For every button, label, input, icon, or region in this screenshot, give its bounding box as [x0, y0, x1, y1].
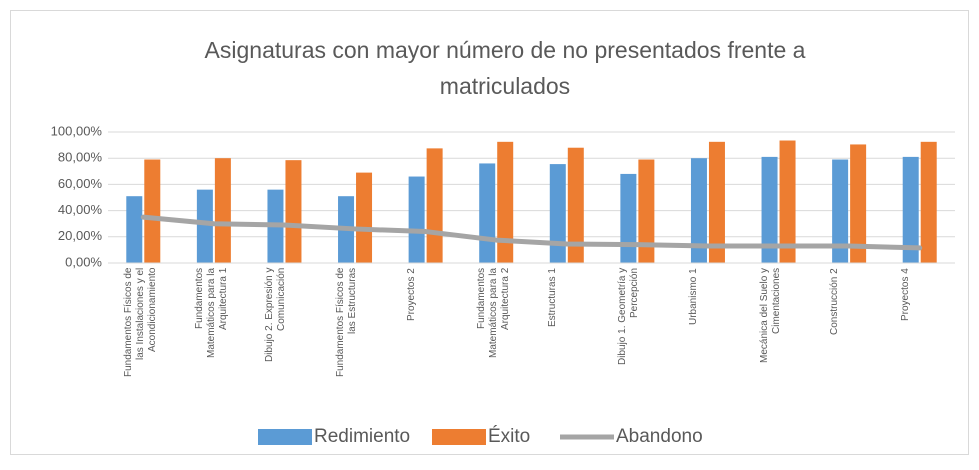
line-series [140, 214, 923, 251]
bar [196, 189, 213, 263]
bar [479, 163, 496, 263]
chart-title: Asignaturas con mayor número de no prese… [204, 37, 806, 99]
x-tick-label: Proyectos 4 [899, 268, 911, 321]
bar [126, 196, 143, 263]
x-tick-label: Fundamentos Físicos de las Instalaciones… [123, 268, 159, 378]
bar [761, 156, 778, 263]
y-tick-label: 40,00% [58, 202, 103, 217]
bar [902, 156, 919, 263]
x-tick-label: Fundamentos Matemáticos para la Arquitec… [193, 268, 229, 359]
x-tick-label: Urbanismo 1 [687, 268, 699, 325]
bar [567, 147, 584, 263]
x-tick-label: Construcción 2 [829, 268, 841, 335]
y-tick-label: 20,00% [58, 228, 103, 243]
y-tick-label: 0,00% [65, 254, 102, 269]
x-tick-label: Estructuras 1 [546, 268, 558, 327]
y-tick-label: 60,00% [58, 176, 103, 191]
x-tick-label: Mecánica del Suelo y Cimentaciones [758, 268, 782, 364]
legend-swatch [258, 429, 312, 445]
x-tick-label: Proyectos 2 [405, 268, 417, 321]
bar [214, 158, 231, 263]
bar [356, 172, 373, 263]
bar [832, 159, 849, 263]
bar [638, 159, 655, 263]
legend-label: Abandono [616, 426, 703, 447]
bar [690, 158, 707, 263]
legend-swatch [432, 429, 486, 445]
y-tick-label: 100,00% [51, 123, 103, 138]
x-tick-label: Dibujo 1. Geometría y Percepción [617, 268, 641, 366]
bar [408, 176, 425, 263]
y-tick-label: 80,00% [58, 150, 103, 165]
bar [779, 140, 796, 263]
bar [426, 148, 443, 263]
bar [708, 141, 725, 263]
bar [620, 173, 637, 263]
bar [549, 164, 566, 263]
bar [850, 144, 867, 263]
bar [144, 159, 161, 263]
x-tick-label: Fundamentos Físicos de las Estructuras [335, 268, 359, 378]
x-tick-label: Dibujo 2. Expresión y Comunicación [264, 268, 288, 363]
bar [285, 160, 302, 263]
x-tick-label: Fundamentos Matemáticos para la Arquitec… [476, 268, 512, 359]
bar [497, 141, 514, 263]
legend-label: Éxito [488, 426, 530, 447]
legend-label: Redimiento [314, 426, 410, 447]
bar [920, 141, 937, 263]
